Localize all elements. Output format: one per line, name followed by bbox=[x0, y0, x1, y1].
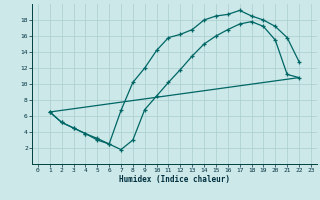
X-axis label: Humidex (Indice chaleur): Humidex (Indice chaleur) bbox=[119, 175, 230, 184]
